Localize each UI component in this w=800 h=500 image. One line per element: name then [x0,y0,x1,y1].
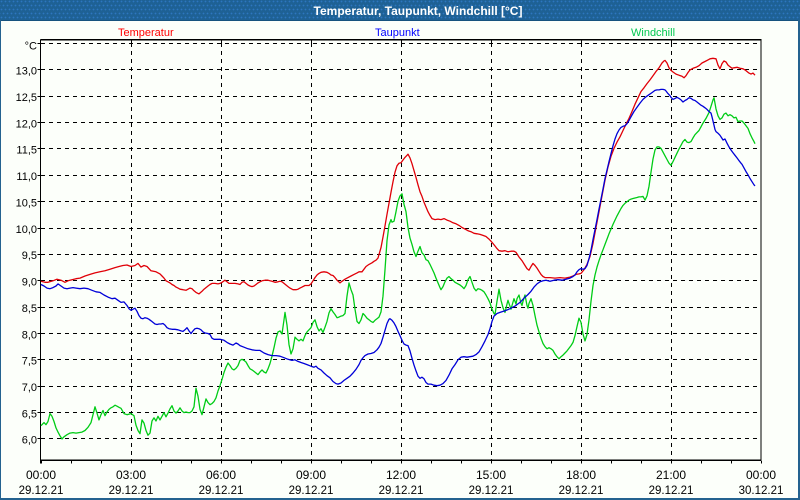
svg-text:29.12.21: 29.12.21 [559,485,604,497]
svg-text:10,0: 10,0 [16,224,37,236]
svg-text:00:00: 00:00 [746,468,776,482]
svg-text:13,0: 13,0 [16,66,37,78]
svg-text:09:00: 09:00 [296,468,326,482]
svg-text:6,0: 6,0 [22,435,37,447]
svg-text:21:00: 21:00 [656,468,686,482]
svg-text:6,5: 6,5 [22,408,37,420]
svg-text:7,0: 7,0 [22,382,37,394]
svg-text:29.12.21: 29.12.21 [109,485,154,497]
svg-text:°C: °C [25,41,37,53]
svg-text:29.12.21: 29.12.21 [379,485,424,497]
svg-text:15:00: 15:00 [476,468,506,482]
svg-text:30.12.21: 30.12.21 [739,485,784,497]
svg-text:8,5: 8,5 [22,303,37,315]
svg-text:29.12.21: 29.12.21 [649,485,694,497]
svg-text:00:00: 00:00 [26,468,56,482]
svg-text:9,5: 9,5 [22,250,37,262]
svg-text:7,5: 7,5 [22,356,37,368]
svg-text:06:00: 06:00 [206,468,236,482]
svg-text:10,5: 10,5 [16,198,37,210]
svg-text:18:00: 18:00 [566,468,596,482]
svg-text:9,0: 9,0 [22,277,37,289]
svg-text:8,0: 8,0 [22,329,37,341]
svg-text:03:00: 03:00 [116,468,146,482]
svg-text:29.12.21: 29.12.21 [19,485,64,497]
svg-text:29.12.21: 29.12.21 [469,485,514,497]
svg-text:11,0: 11,0 [16,171,37,183]
svg-text:12,0: 12,0 [16,118,37,130]
svg-text:12:00: 12:00 [386,468,416,482]
svg-text:29.12.21: 29.12.21 [199,485,244,497]
svg-text:29.12.21: 29.12.21 [289,485,334,497]
svg-text:12,5: 12,5 [16,92,37,104]
svg-text:11,5: 11,5 [16,145,37,157]
